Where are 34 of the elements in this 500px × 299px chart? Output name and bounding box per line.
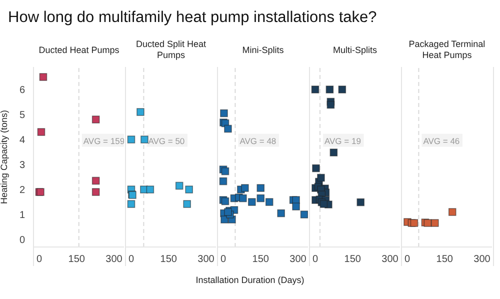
y-tick-label: 6 [19,85,26,96]
text: How long do multifamily heat pump installations take? [8,9,377,27]
x-tick-label: 300 [290,254,307,266]
x-tick-label: 300 [474,254,491,266]
ref-line-label: AVG = 19 [324,136,362,146]
x-tick-label: 0 [128,254,134,266]
chart-subtitle: Ducted Split Heat Pumps [134,38,208,62]
chart-subtitle: Multi-Splits [332,44,378,57]
x-tick-label: 0 [404,254,410,266]
x-tick-label: 300 [106,254,123,266]
y-tick-label: 5 [19,110,26,122]
x-axis-title: Installation Duration (Days) [194,275,306,285]
x-tick-label: 150 [436,254,454,266]
y-tick-label: 0 [19,235,26,246]
x-tick-label: 0 [36,254,42,266]
x-tick-label: 300 [198,254,215,266]
x-tick-label: 0 [220,254,226,266]
x-tick-label: 300 [382,254,399,266]
y-tick-label: 1 [19,210,26,222]
chart-subtitle: Mini-Splits [241,44,285,57]
y-axis-title: Heating Capacity (tons) [0,110,10,204]
y-tick-label: 3 [19,160,26,172]
ref-line-label: AVG = 46 [423,136,460,146]
x-tick-label: 150 [160,254,178,266]
x-tick-label: 150 [68,254,86,266]
y-tick-label: 4 [19,135,26,146]
y-tick-label: 2 [19,185,26,196]
ref-line-label: AVG = 159 [83,136,125,146]
ref-line-label: AVG = 48 [240,136,276,146]
x-tick-label: 0 [312,254,318,266]
x-tick-label: 150 [344,254,362,266]
chart-subtitle: Packaged Terminal Heat Pumps [408,38,486,62]
x-tick-label: 150 [252,254,270,266]
chart-subtitle: Ducted Heat Pumps [38,44,120,57]
